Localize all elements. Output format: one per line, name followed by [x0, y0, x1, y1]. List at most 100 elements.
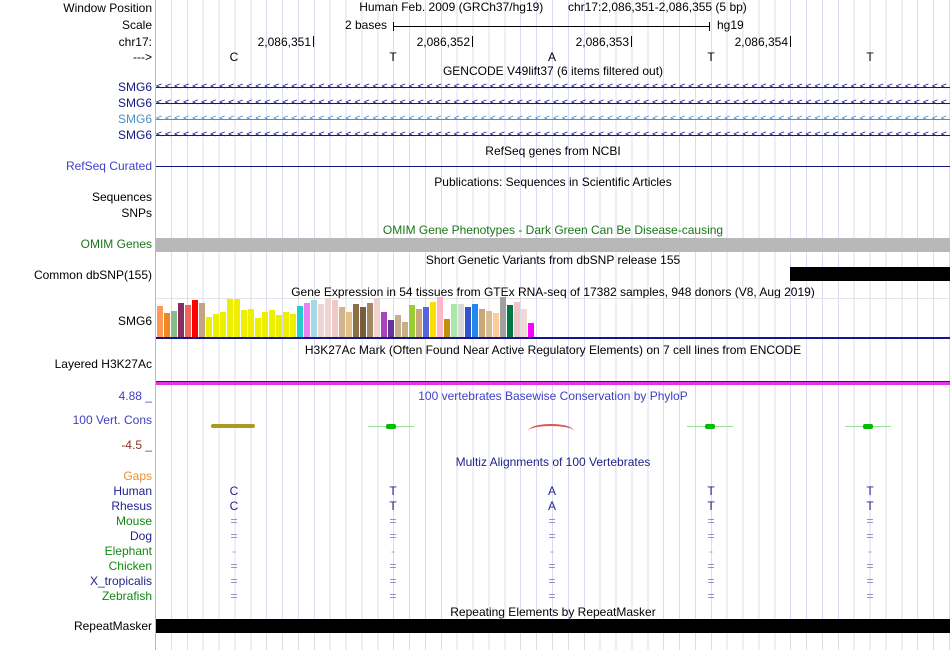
gtex-tissue-bar[interactable]	[353, 304, 359, 337]
sequences-track-label[interactable]: Sequences	[91, 190, 152, 204]
gtex-tissue-bar[interactable]	[486, 311, 492, 337]
h3k27ac-track-label[interactable]: Layered H3K27Ac	[54, 357, 152, 371]
repeatmasker-label[interactable]: RepeatMasker	[73, 619, 152, 633]
gencode-transcript-row[interactable]: <<<<<<<<<<<<<<<<<<<<<<<<<<<<<<<<<<<<<<<<…	[156, 129, 950, 141]
gtex-tissue-bar[interactable]	[311, 300, 317, 337]
gencode-gene-label[interactable]: SMG6	[117, 128, 152, 142]
gtex-tissue-bar[interactable]	[409, 305, 415, 337]
gtex-tissue-bar[interactable]	[164, 313, 170, 337]
gtex-tissue-bar[interactable]	[493, 313, 499, 337]
multiz-species-label[interactable]: Elephant	[104, 544, 152, 558]
ruler-tick-mark	[631, 36, 632, 47]
gencode-gene-label[interactable]: SMG6	[117, 80, 152, 94]
reference-base-letter: A	[547, 50, 557, 64]
gencode-gene-label[interactable]: SMG6	[117, 112, 152, 126]
alignment-base-cell: =	[866, 529, 874, 543]
refseq-curated-line[interactable]	[156, 166, 950, 167]
gtex-tissue-bar[interactable]	[507, 305, 513, 337]
gtex-tissue-bar[interactable]	[255, 318, 261, 337]
gtex-tissue-bar[interactable]	[381, 312, 387, 337]
gtex-tissue-bar[interactable]	[248, 309, 254, 337]
gtex-tissue-bar[interactable]	[276, 315, 282, 337]
gtex-tissue-bar[interactable]	[430, 302, 436, 337]
alignment-base-cell: T	[389, 499, 397, 513]
gtex-tissue-bar[interactable]	[290, 314, 296, 337]
alignment-base-cell: T	[866, 499, 874, 513]
alignment-base-cell: =	[389, 529, 397, 543]
gtex-tissue-bar[interactable]	[465, 307, 471, 337]
gtex-tissue-bar[interactable]	[437, 297, 443, 337]
gtex-bar-chart[interactable]	[156, 297, 950, 337]
alignment-base-cell: =	[866, 559, 874, 573]
multiz-species-label[interactable]: Mouse	[115, 514, 152, 528]
gencode-gene-label[interactable]: SMG6	[117, 96, 152, 110]
gtex-tissue-bar[interactable]	[304, 303, 310, 337]
gencode-transcript-row[interactable]: <<<<<<<<<<<<<<<<<<<<<<<<<<<<<<<<<<<<<<<<…	[156, 97, 950, 109]
assembly-short-label: hg19	[717, 18, 744, 32]
gtex-tissue-bar[interactable]	[458, 304, 464, 337]
gtex-tissue-bar[interactable]	[339, 307, 345, 337]
gtex-tissue-bar[interactable]	[346, 312, 352, 337]
gtex-tissue-bar[interactable]	[472, 304, 478, 337]
alignment-base-cell: -	[550, 544, 554, 558]
gtex-tissue-bar[interactable]	[367, 303, 373, 337]
h3k27ac-zero-line[interactable]	[156, 382, 950, 385]
gtex-tissue-bar[interactable]	[395, 315, 401, 337]
gtex-tissue-bar[interactable]	[423, 307, 429, 337]
gencode-transcript-row[interactable]: <<<<<<<<<<<<<<<<<<<<<<<<<<<<<<<<<<<<<<<<…	[156, 81, 950, 93]
gtex-tissue-bar[interactable]	[206, 317, 212, 337]
gencode-transcript-row[interactable]: <<<<<<<<<<<<<<<<<<<<<<<<<<<<<<<<<<<<<<<<…	[156, 113, 950, 125]
gtex-gene-label[interactable]: SMG6	[117, 314, 152, 328]
gtex-tissue-bar[interactable]	[521, 309, 527, 337]
gtex-tissue-bar[interactable]	[220, 312, 226, 337]
gtex-tissue-bar[interactable]	[388, 320, 394, 337]
multiz-species-label[interactable]: Dog	[129, 529, 152, 543]
multiz-species-label[interactable]: Zebrafish	[101, 589, 152, 603]
gtex-tissue-bar[interactable]	[262, 312, 268, 337]
snps-track-label[interactable]: SNPs	[121, 206, 152, 220]
gtex-tissue-bar[interactable]	[178, 303, 184, 337]
gtex-tissue-bar[interactable]	[241, 310, 247, 337]
repeatmasker-bar[interactable]	[156, 619, 950, 633]
multiz-species-label[interactable]: Rhesus	[111, 499, 152, 513]
gtex-tissue-bar[interactable]	[283, 312, 289, 337]
omim-genes-label[interactable]: OMIM Genes	[80, 237, 152, 251]
refseq-curated-label[interactable]: RefSeq Curated	[65, 159, 152, 173]
gtex-tissue-bar[interactable]	[297, 306, 303, 337]
multiz-gaps-label[interactable]: Gaps	[123, 469, 152, 483]
gtex-tissue-bar[interactable]	[514, 302, 520, 337]
gtex-tissue-bar[interactable]	[332, 300, 338, 337]
multiz-species-label[interactable]: Chicken	[108, 559, 152, 573]
gencode-track-title: GENCODE V49lift37 (6 items filtered out)	[442, 64, 664, 78]
gtex-tissue-bar[interactable]	[157, 306, 163, 337]
gtex-tissue-bar[interactable]	[199, 303, 205, 337]
gtex-tissue-bar[interactable]	[185, 305, 191, 337]
gtex-tissue-bar[interactable]	[171, 311, 177, 337]
phylop-track-label[interactable]: 100 Vert. Cons	[72, 413, 152, 427]
omim-genes-bar[interactable]	[156, 238, 950, 252]
gtex-tissue-bar[interactable]	[500, 297, 506, 337]
multiz-species-label[interactable]: Human	[113, 484, 152, 498]
gtex-tissue-bar[interactable]	[234, 299, 240, 337]
gtex-tissue-bar[interactable]	[528, 323, 534, 337]
gtex-tissue-bar[interactable]	[444, 319, 450, 337]
gtex-tissue-bar[interactable]	[318, 304, 324, 337]
gtex-tissue-bar[interactable]	[374, 298, 380, 337]
reference-base-letter: C	[229, 50, 239, 64]
gtex-tissue-bar[interactable]	[402, 322, 408, 337]
gtex-tissue-bar[interactable]	[213, 314, 219, 337]
gtex-tissue-bar[interactable]	[325, 298, 331, 337]
gtex-tissue-bar[interactable]	[227, 299, 233, 337]
multiz-species-label[interactable]: X_tropicalis	[89, 574, 152, 588]
gtex-tissue-bar[interactable]	[451, 304, 457, 337]
alignment-base-cell: =	[548, 559, 556, 573]
dbsnp-track-label[interactable]: Common dbSNP(155)	[33, 268, 152, 282]
gtex-tissue-bar[interactable]	[192, 300, 198, 337]
gtex-tissue-bar[interactable]	[269, 310, 275, 337]
gtex-tissue-bar[interactable]	[479, 309, 485, 337]
chrom-label: chr17:	[118, 35, 152, 49]
gtex-tissue-bar[interactable]	[416, 309, 422, 337]
dbsnp-variant-bar[interactable]	[790, 267, 950, 281]
gtex-tissue-bar[interactable]	[360, 307, 366, 337]
